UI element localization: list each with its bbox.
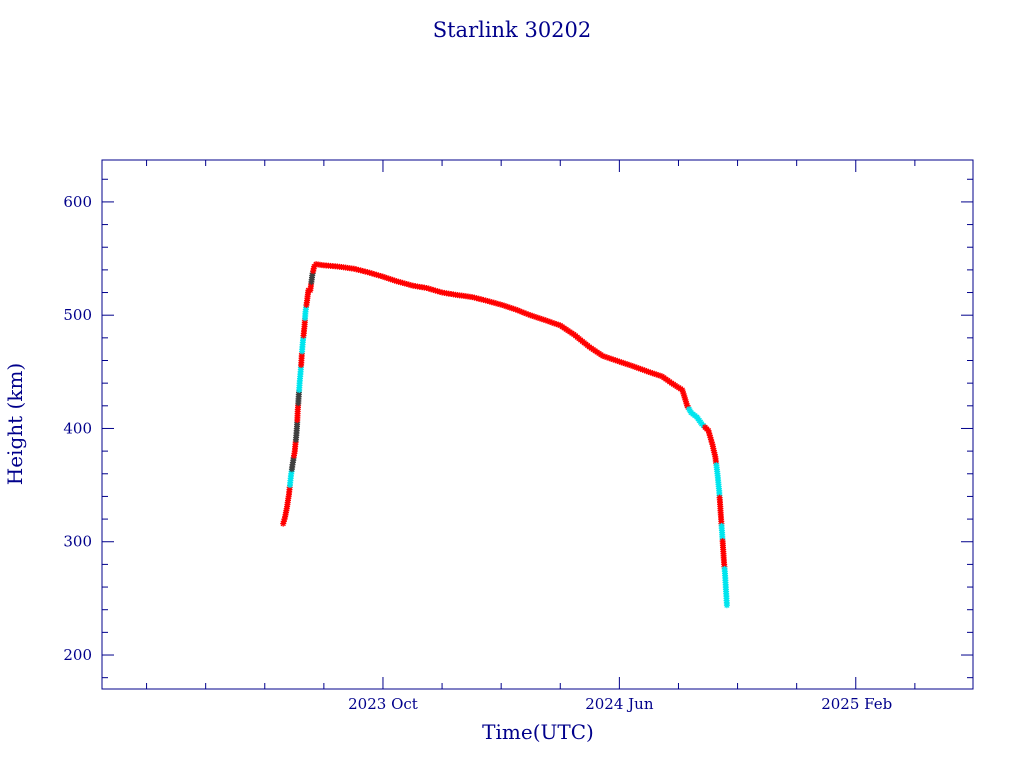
y-tick-label: 500	[63, 306, 92, 324]
y-tick-label: 300	[63, 533, 92, 551]
x-tick-label: 2024 Jun	[585, 695, 654, 713]
y-tick-group: 200 300 400 500 600	[63, 178, 973, 679]
x-tick-label: 2023 Oct	[348, 695, 418, 713]
data-layer	[280, 261, 730, 609]
y-tick-label: 600	[63, 193, 92, 211]
x-axis-label: Time(UTC)	[482, 720, 594, 744]
chart-title: Starlink 30202	[433, 18, 592, 42]
x-tick-group: 2023 Oct 2024 Jun 2025 Feb	[146, 160, 916, 713]
y-tick-label: 200	[63, 646, 92, 664]
x-tick-label: 2025 Feb	[821, 695, 892, 713]
data-point-marker	[723, 602, 730, 609]
y-tick-label: 400	[63, 419, 92, 437]
series-line	[282, 263, 728, 606]
plot-frame	[101, 159, 974, 690]
y-axis-label: Height (km)	[3, 363, 27, 485]
